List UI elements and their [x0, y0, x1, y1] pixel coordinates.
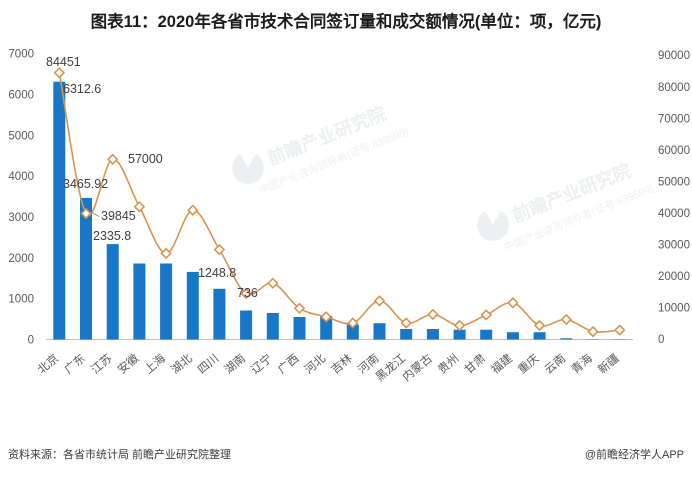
svg-text:0: 0 [658, 334, 664, 346]
svg-text:1248.8: 1248.8 [198, 266, 236, 280]
svg-text:湖南: 湖南 [221, 351, 248, 377]
svg-text:广东: 广东 [62, 352, 88, 377]
svg-text:90000: 90000 [658, 50, 690, 62]
svg-text:内蒙古: 内蒙古 [399, 351, 434, 384]
svg-text:84451: 84451 [46, 55, 81, 69]
svg-text:湖北: 湖北 [168, 351, 195, 377]
svg-text:重庆: 重庆 [515, 351, 542, 377]
svg-text:安徽: 安徽 [115, 351, 142, 377]
svg-text:4000: 4000 [8, 171, 34, 183]
svg-text:北京: 北京 [35, 351, 62, 377]
svg-text:上海: 上海 [141, 351, 168, 377]
svg-text:河北: 河北 [302, 352, 328, 377]
svg-text:10000: 10000 [658, 303, 690, 315]
svg-text:70000: 70000 [658, 113, 690, 125]
svg-text:20000: 20000 [658, 271, 690, 283]
svg-text:1000: 1000 [8, 294, 34, 306]
svg-text:2335.8: 2335.8 [93, 229, 131, 243]
svg-text:云南: 云南 [542, 351, 569, 377]
svg-text:40000: 40000 [658, 208, 690, 220]
svg-text:2000: 2000 [8, 253, 34, 265]
svg-text:80000: 80000 [658, 82, 690, 94]
svg-text:贵州: 贵州 [436, 352, 462, 377]
svg-text:甘肃: 甘肃 [462, 352, 488, 377]
svg-text:吉林: 吉林 [328, 351, 355, 377]
svg-text:3465.92: 3465.92 [63, 177, 108, 191]
svg-text:6312.6: 6312.6 [63, 82, 101, 96]
svg-text:福建: 福建 [488, 351, 515, 377]
svg-text:30000: 30000 [658, 240, 690, 252]
svg-text:青海: 青海 [568, 351, 595, 377]
svg-text:50000: 50000 [658, 176, 690, 188]
svg-text:736: 736 [237, 286, 258, 300]
svg-text:辽宁: 辽宁 [248, 351, 275, 377]
svg-text:3000: 3000 [8, 212, 34, 224]
svg-text:新疆: 新疆 [595, 351, 622, 377]
svg-text:四川: 四川 [195, 352, 221, 377]
svg-text:江苏: 江苏 [89, 352, 115, 377]
svg-text:7000: 7000 [8, 49, 34, 61]
svg-text:60000: 60000 [658, 145, 690, 157]
svg-text:0: 0 [28, 335, 34, 347]
svg-text:5000: 5000 [8, 130, 34, 142]
svg-text:6000: 6000 [8, 89, 34, 101]
svg-text:57000: 57000 [128, 152, 163, 166]
svg-text:广西: 广西 [275, 352, 301, 377]
svg-text:39845: 39845 [101, 209, 136, 223]
